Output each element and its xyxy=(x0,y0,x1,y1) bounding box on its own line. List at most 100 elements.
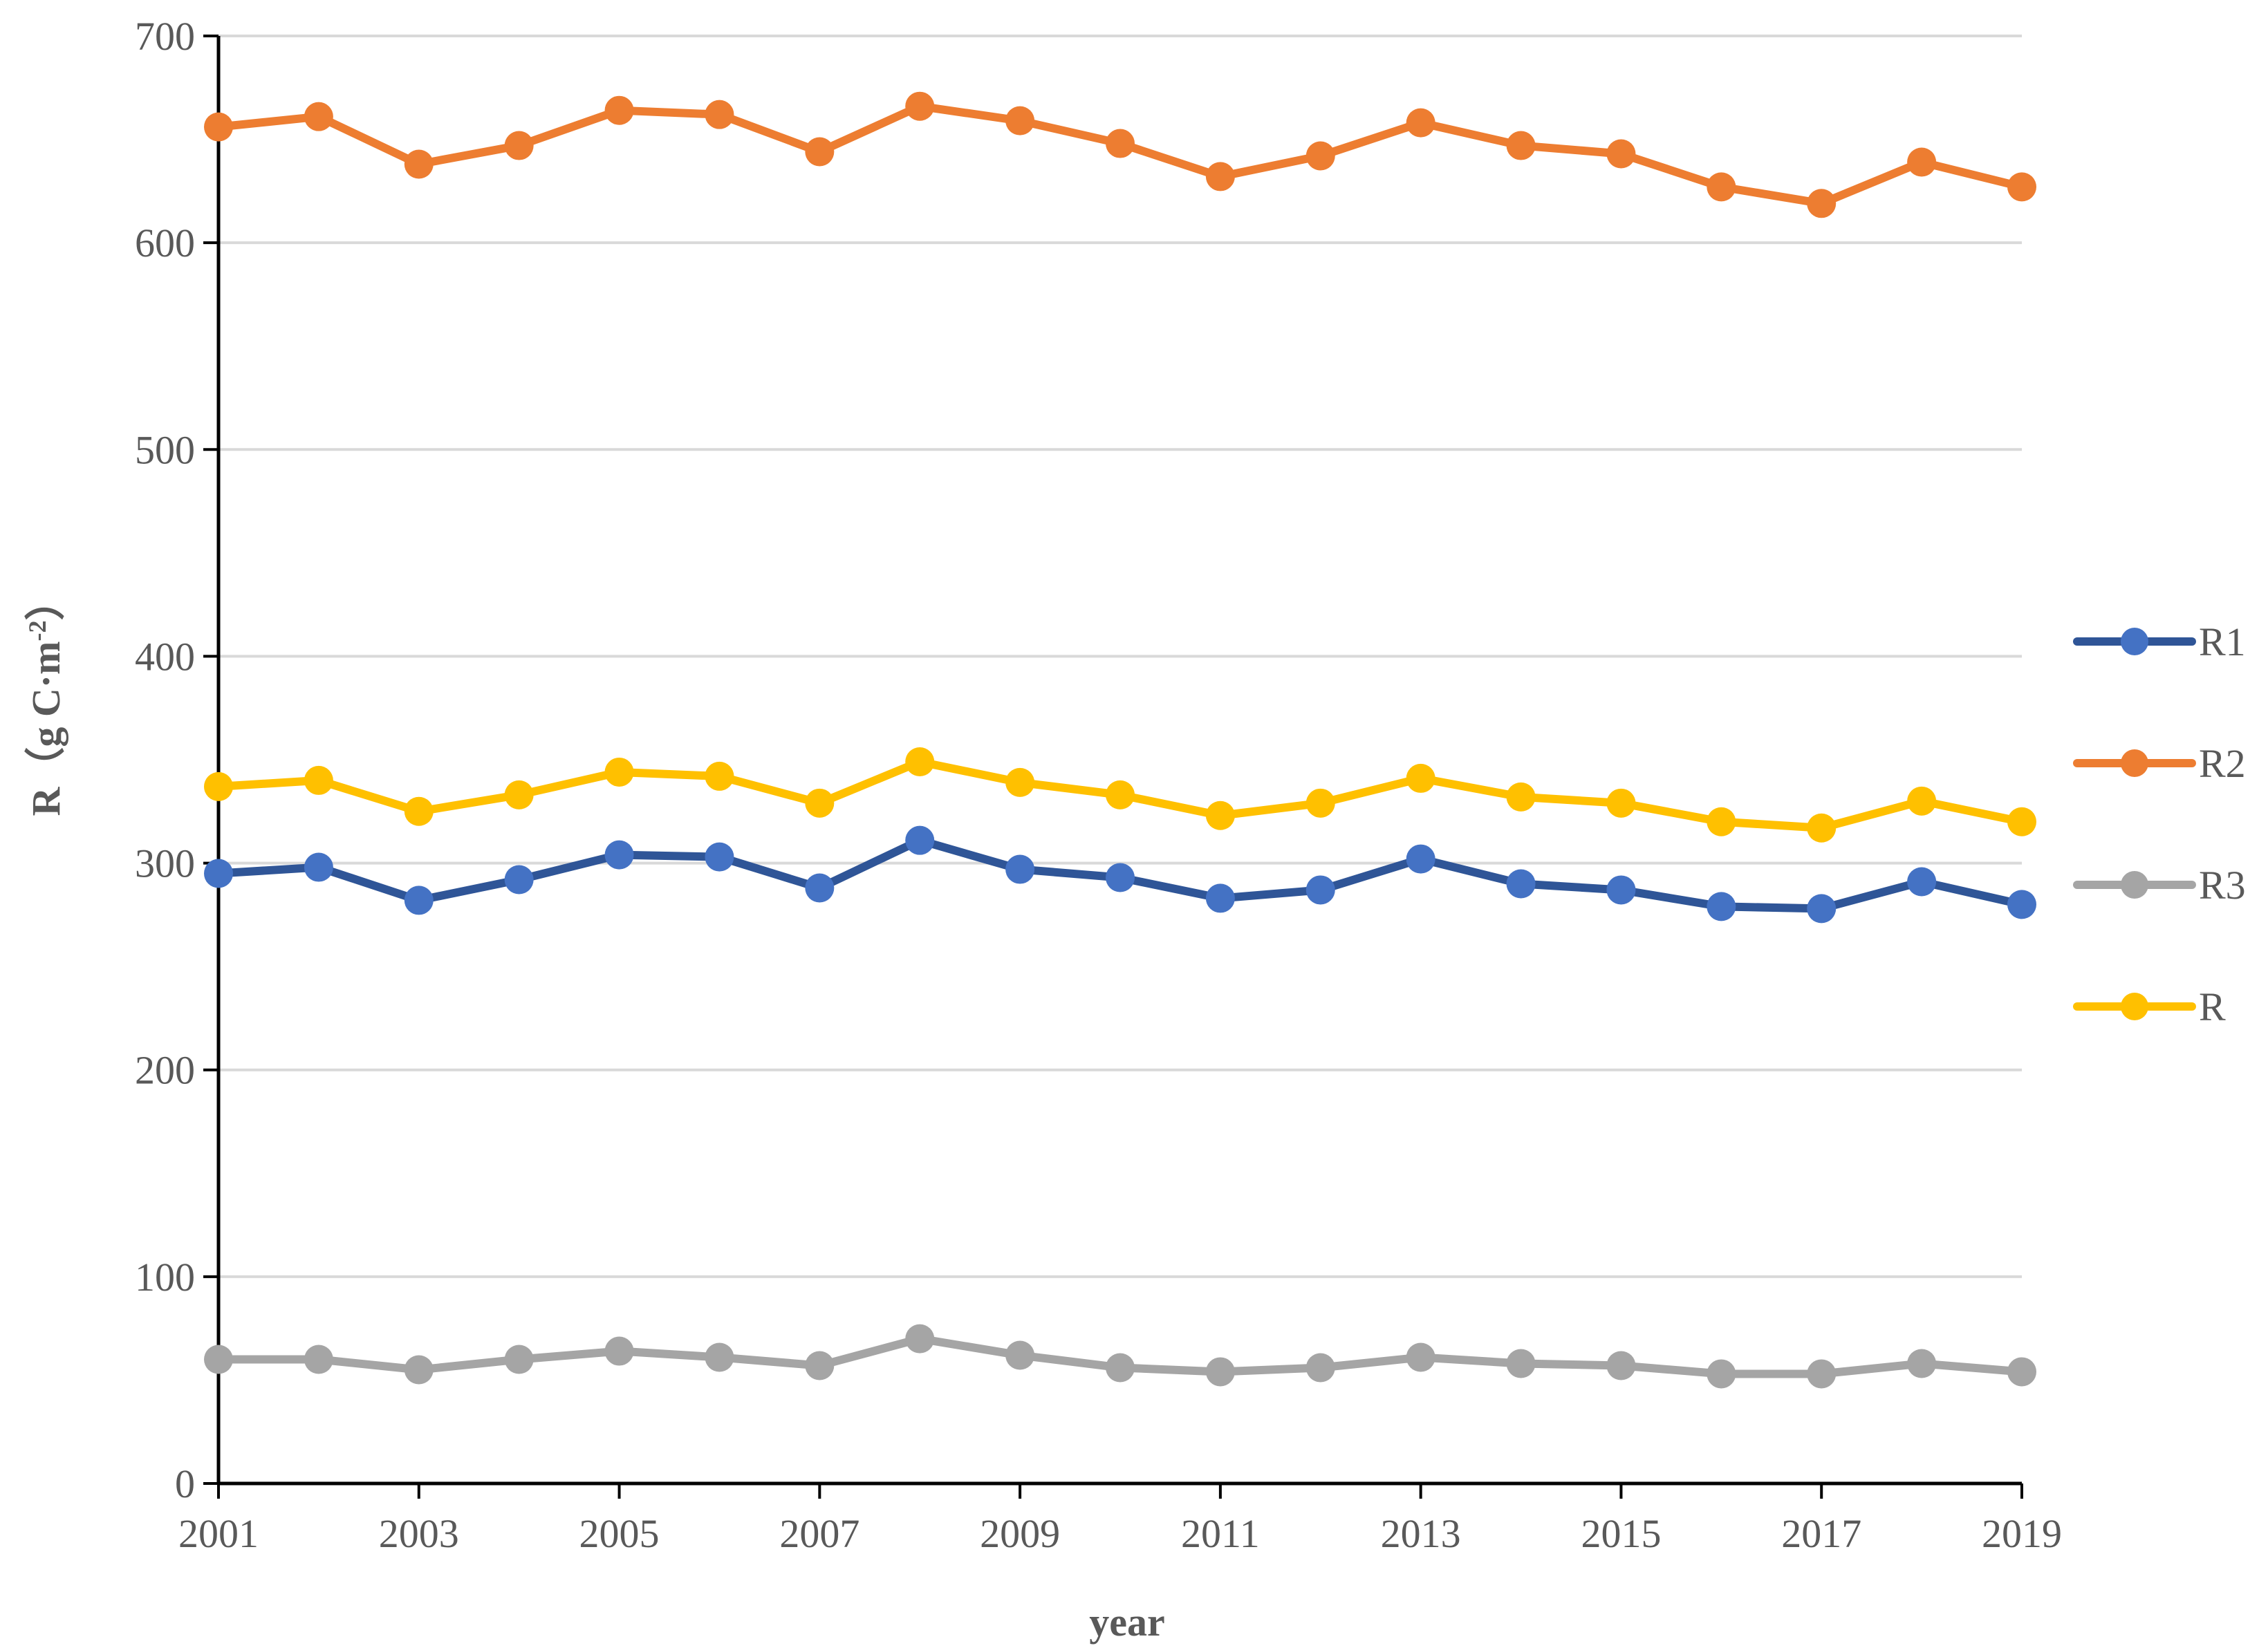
point-R2-2006 xyxy=(705,100,734,129)
point-R1-2002 xyxy=(304,852,333,882)
point-R1-2010 xyxy=(1106,863,1135,892)
point-R3-2017 xyxy=(1807,1359,1837,1389)
point-R-2005 xyxy=(604,757,634,787)
y-tick-label-400: 400 xyxy=(135,634,195,679)
legend-swatch-marker-R2 xyxy=(2121,749,2148,777)
y-tick-label-600: 600 xyxy=(135,221,195,265)
point-R-2010 xyxy=(1106,780,1135,809)
legend-swatch-marker-R1 xyxy=(2121,628,2148,655)
point-R2-2019 xyxy=(2007,172,2036,202)
legend-label-R: R xyxy=(2199,984,2226,1029)
point-R2-2007 xyxy=(805,137,835,167)
point-R-2011 xyxy=(1205,800,1235,830)
point-R3-2004 xyxy=(504,1345,534,1374)
point-R2-2011 xyxy=(1205,162,1235,191)
legend-item-R3: R3 xyxy=(2073,863,2246,908)
series-R xyxy=(204,747,2036,843)
point-R2-2004 xyxy=(504,131,534,160)
point-R2-2015 xyxy=(1606,139,1636,169)
point-R3-2016 xyxy=(1707,1359,1736,1389)
point-R1-2006 xyxy=(705,842,734,872)
point-R2-2012 xyxy=(1305,141,1335,171)
point-R3-2001 xyxy=(204,1345,233,1374)
point-R3-2009 xyxy=(1005,1340,1035,1370)
point-R1-2019 xyxy=(2007,890,2036,919)
point-R2-2008 xyxy=(905,91,935,121)
point-R-2013 xyxy=(1406,763,1435,793)
legend-label-R2: R2 xyxy=(2199,741,2246,786)
point-R3-2015 xyxy=(1606,1351,1636,1380)
point-R-2003 xyxy=(404,796,434,826)
series xyxy=(204,91,2036,1389)
point-R3-2010 xyxy=(1106,1353,1135,1383)
y-tick-label-100: 100 xyxy=(135,1255,195,1300)
axes xyxy=(216,36,2022,1486)
point-R1-2009 xyxy=(1005,854,1035,884)
point-R2-2014 xyxy=(1506,131,1536,160)
point-R3-2013 xyxy=(1406,1342,1435,1372)
point-R2-2009 xyxy=(1005,106,1035,135)
point-R2-2001 xyxy=(204,112,233,142)
point-R2-2005 xyxy=(604,95,634,125)
y-tick-label-200: 200 xyxy=(135,1048,195,1093)
point-R1-2015 xyxy=(1606,875,1636,905)
point-R3-2007 xyxy=(805,1351,835,1380)
x-tick-label-2009: 2009 xyxy=(980,1511,1060,1556)
point-R-2017 xyxy=(1807,813,1837,843)
point-R2-2017 xyxy=(1807,189,1837,218)
point-R1-2016 xyxy=(1707,892,1736,921)
axis-ticks: 0 100 200 300 400 500 600 700 2001 2003 2005 2007 20… xyxy=(135,14,2062,1556)
gridlines xyxy=(219,35,2022,1278)
point-R1-2013 xyxy=(1406,844,1435,874)
legend-item-R1: R1 xyxy=(2073,619,2246,664)
point-R1-2011 xyxy=(1205,883,1235,913)
legend-label-R3: R3 xyxy=(2199,863,2246,908)
x-tick-label-2001: 2001 xyxy=(178,1511,259,1556)
point-R3-2002 xyxy=(304,1345,333,1374)
point-R1-2003 xyxy=(404,886,434,915)
y-axis-title: R（g C·m-2） xyxy=(24,581,68,816)
point-R3-2012 xyxy=(1305,1353,1335,1383)
series-R3 xyxy=(204,1324,2036,1389)
point-R3-2014 xyxy=(1506,1349,1536,1378)
point-R2-2016 xyxy=(1707,172,1736,202)
y-axis-title-close: ） xyxy=(24,581,68,621)
point-R-2014 xyxy=(1506,782,1536,812)
point-R3-2005 xyxy=(604,1336,634,1366)
point-R-2016 xyxy=(1707,807,1736,836)
point-R3-2019 xyxy=(2007,1357,2036,1387)
point-R-2008 xyxy=(905,747,935,776)
point-R3-2003 xyxy=(404,1355,434,1385)
x-tick-label-2019: 2019 xyxy=(1982,1511,2062,1556)
point-R3-2008 xyxy=(905,1324,935,1354)
point-R-2007 xyxy=(805,788,835,818)
x-tick-label-2017: 2017 xyxy=(1781,1511,1861,1556)
point-R-2006 xyxy=(705,761,734,791)
legend-swatch-marker-R xyxy=(2121,993,2148,1020)
point-R1-2017 xyxy=(1807,894,1837,924)
x-tick-label-2013: 2013 xyxy=(1381,1511,1461,1556)
point-R2-2018 xyxy=(1907,147,1937,177)
legend: R1 R2 R3 R xyxy=(2073,619,2246,1029)
point-R-2018 xyxy=(1907,786,1937,816)
legend-item-R2: R2 xyxy=(2073,741,2246,786)
point-R1-2012 xyxy=(1305,875,1335,905)
x-tick-label-2011: 2011 xyxy=(1181,1511,1260,1556)
y-tick-label-700: 700 xyxy=(135,14,195,59)
y-tick-label-500: 500 xyxy=(135,427,195,472)
x-tick-label-2003: 2003 xyxy=(379,1511,459,1556)
point-R2-2002 xyxy=(304,102,333,131)
point-R1-2005 xyxy=(604,840,634,870)
point-R2-2003 xyxy=(404,149,434,179)
point-R3-2011 xyxy=(1205,1357,1235,1387)
point-R1-2014 xyxy=(1506,869,1536,899)
point-R1-2008 xyxy=(905,825,935,855)
point-R1-2018 xyxy=(1907,867,1937,897)
point-R2-2013 xyxy=(1406,108,1435,138)
point-R1-2007 xyxy=(805,873,835,903)
point-R-2015 xyxy=(1606,788,1636,818)
point-R1-2001 xyxy=(204,859,233,888)
y-tick-label-0: 0 xyxy=(175,1461,195,1506)
y-axis-title-superscript: -2 xyxy=(24,621,51,642)
